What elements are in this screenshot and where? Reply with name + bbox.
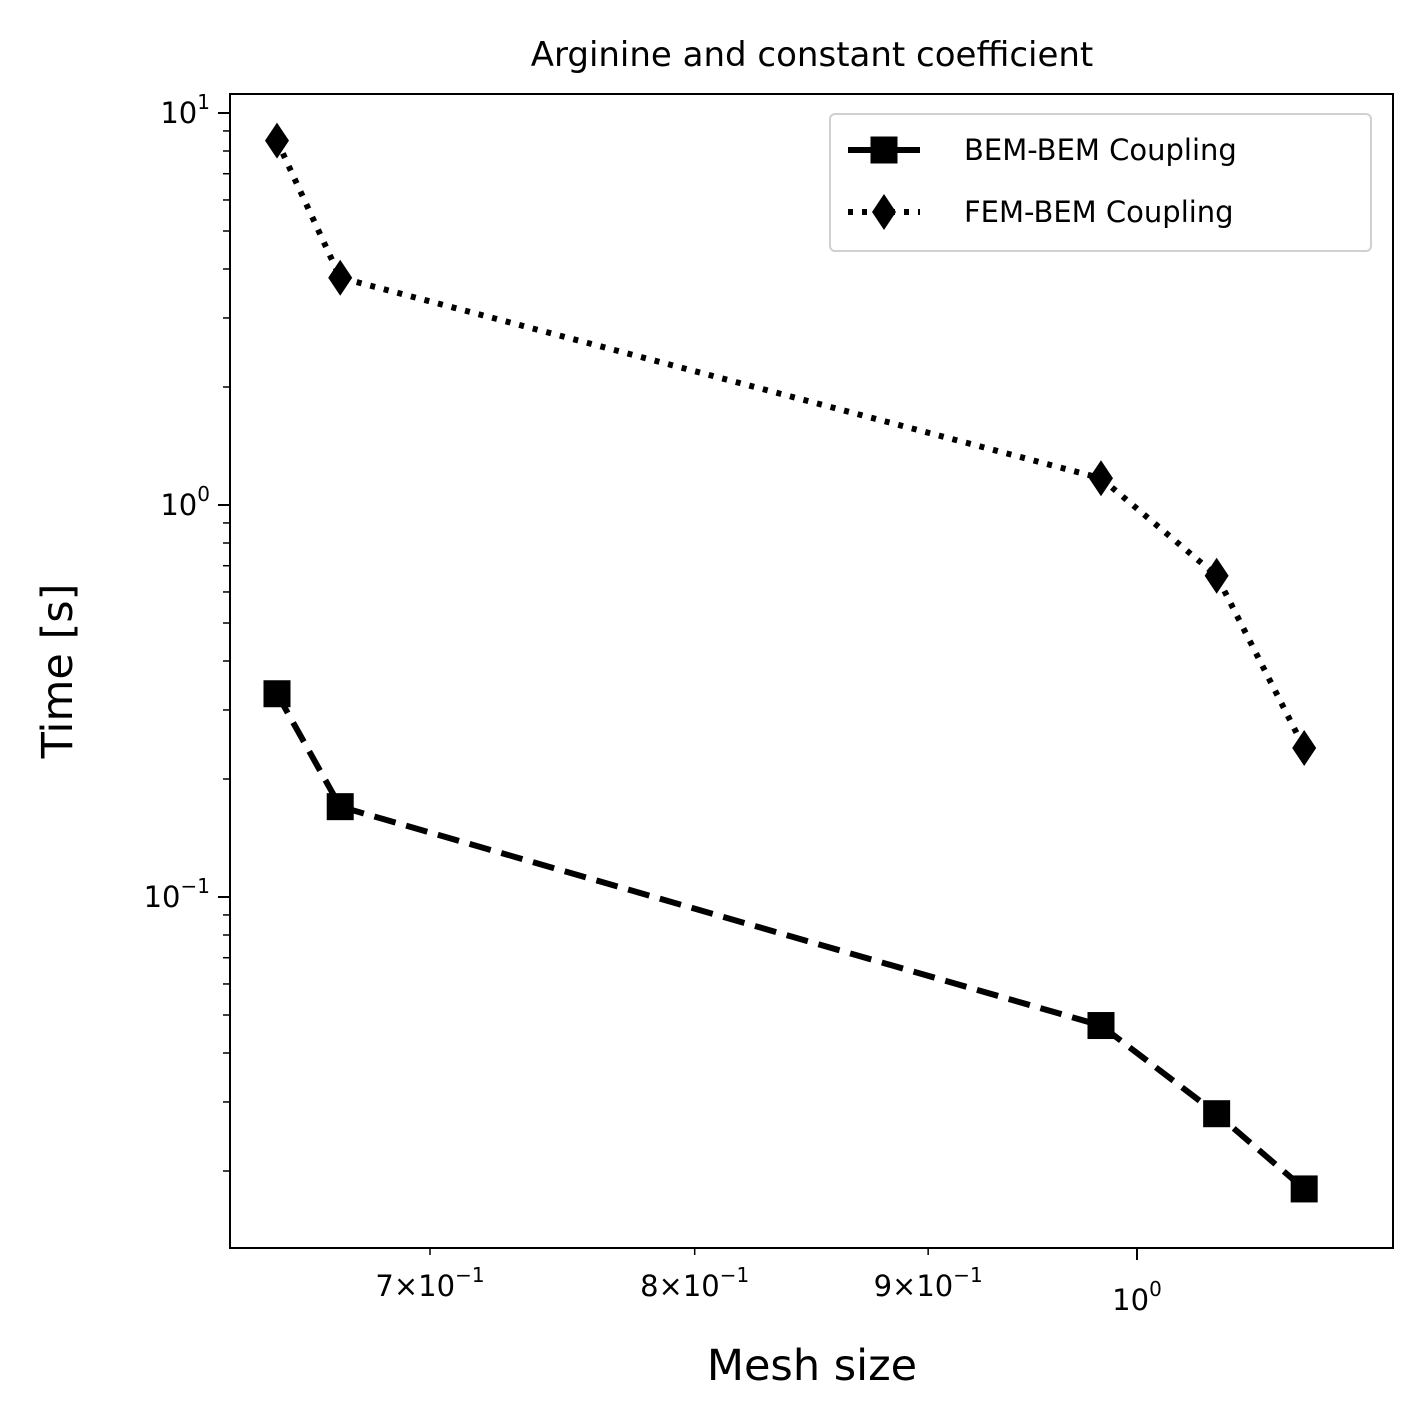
- data-point-diamond: [1088, 460, 1113, 497]
- data-point-square: [1290, 1175, 1318, 1203]
- plot-frame: [229, 93, 1394, 1249]
- series-fem-bem: [264, 122, 1317, 766]
- chart-title: Arginine and constant coefficient: [531, 35, 1094, 75]
- legend-box: [829, 113, 1372, 252]
- x-axis-label: Mesh size: [707, 1341, 917, 1391]
- y-tick-label: 10−1: [144, 874, 210, 914]
- data-point-diamond: [1292, 729, 1317, 766]
- y-axis-label: Time [s]: [33, 584, 83, 760]
- data-point-square: [1087, 1012, 1115, 1040]
- series-line: [274, 139, 1307, 750]
- legend-diamond-marker: [872, 194, 896, 230]
- series-line: [274, 692, 1307, 1192]
- data-point-diamond: [1204, 557, 1229, 594]
- data-point-diamond: [264, 122, 289, 159]
- data-point-diamond: [328, 259, 353, 296]
- data-point-square: [1203, 1100, 1231, 1128]
- data-point-square: [326, 793, 354, 821]
- legend-square-marker: [870, 136, 898, 164]
- legend: BEM-BEM Coupling FEM-BEM Coupling: [829, 113, 1372, 252]
- legend-label: FEM-BEM Coupling: [964, 195, 1234, 229]
- data-point-square: [263, 680, 291, 708]
- series-layer: [263, 122, 1318, 1203]
- series-bem-bem: [263, 680, 1318, 1203]
- legend-label: BEM-BEM Coupling: [964, 133, 1237, 167]
